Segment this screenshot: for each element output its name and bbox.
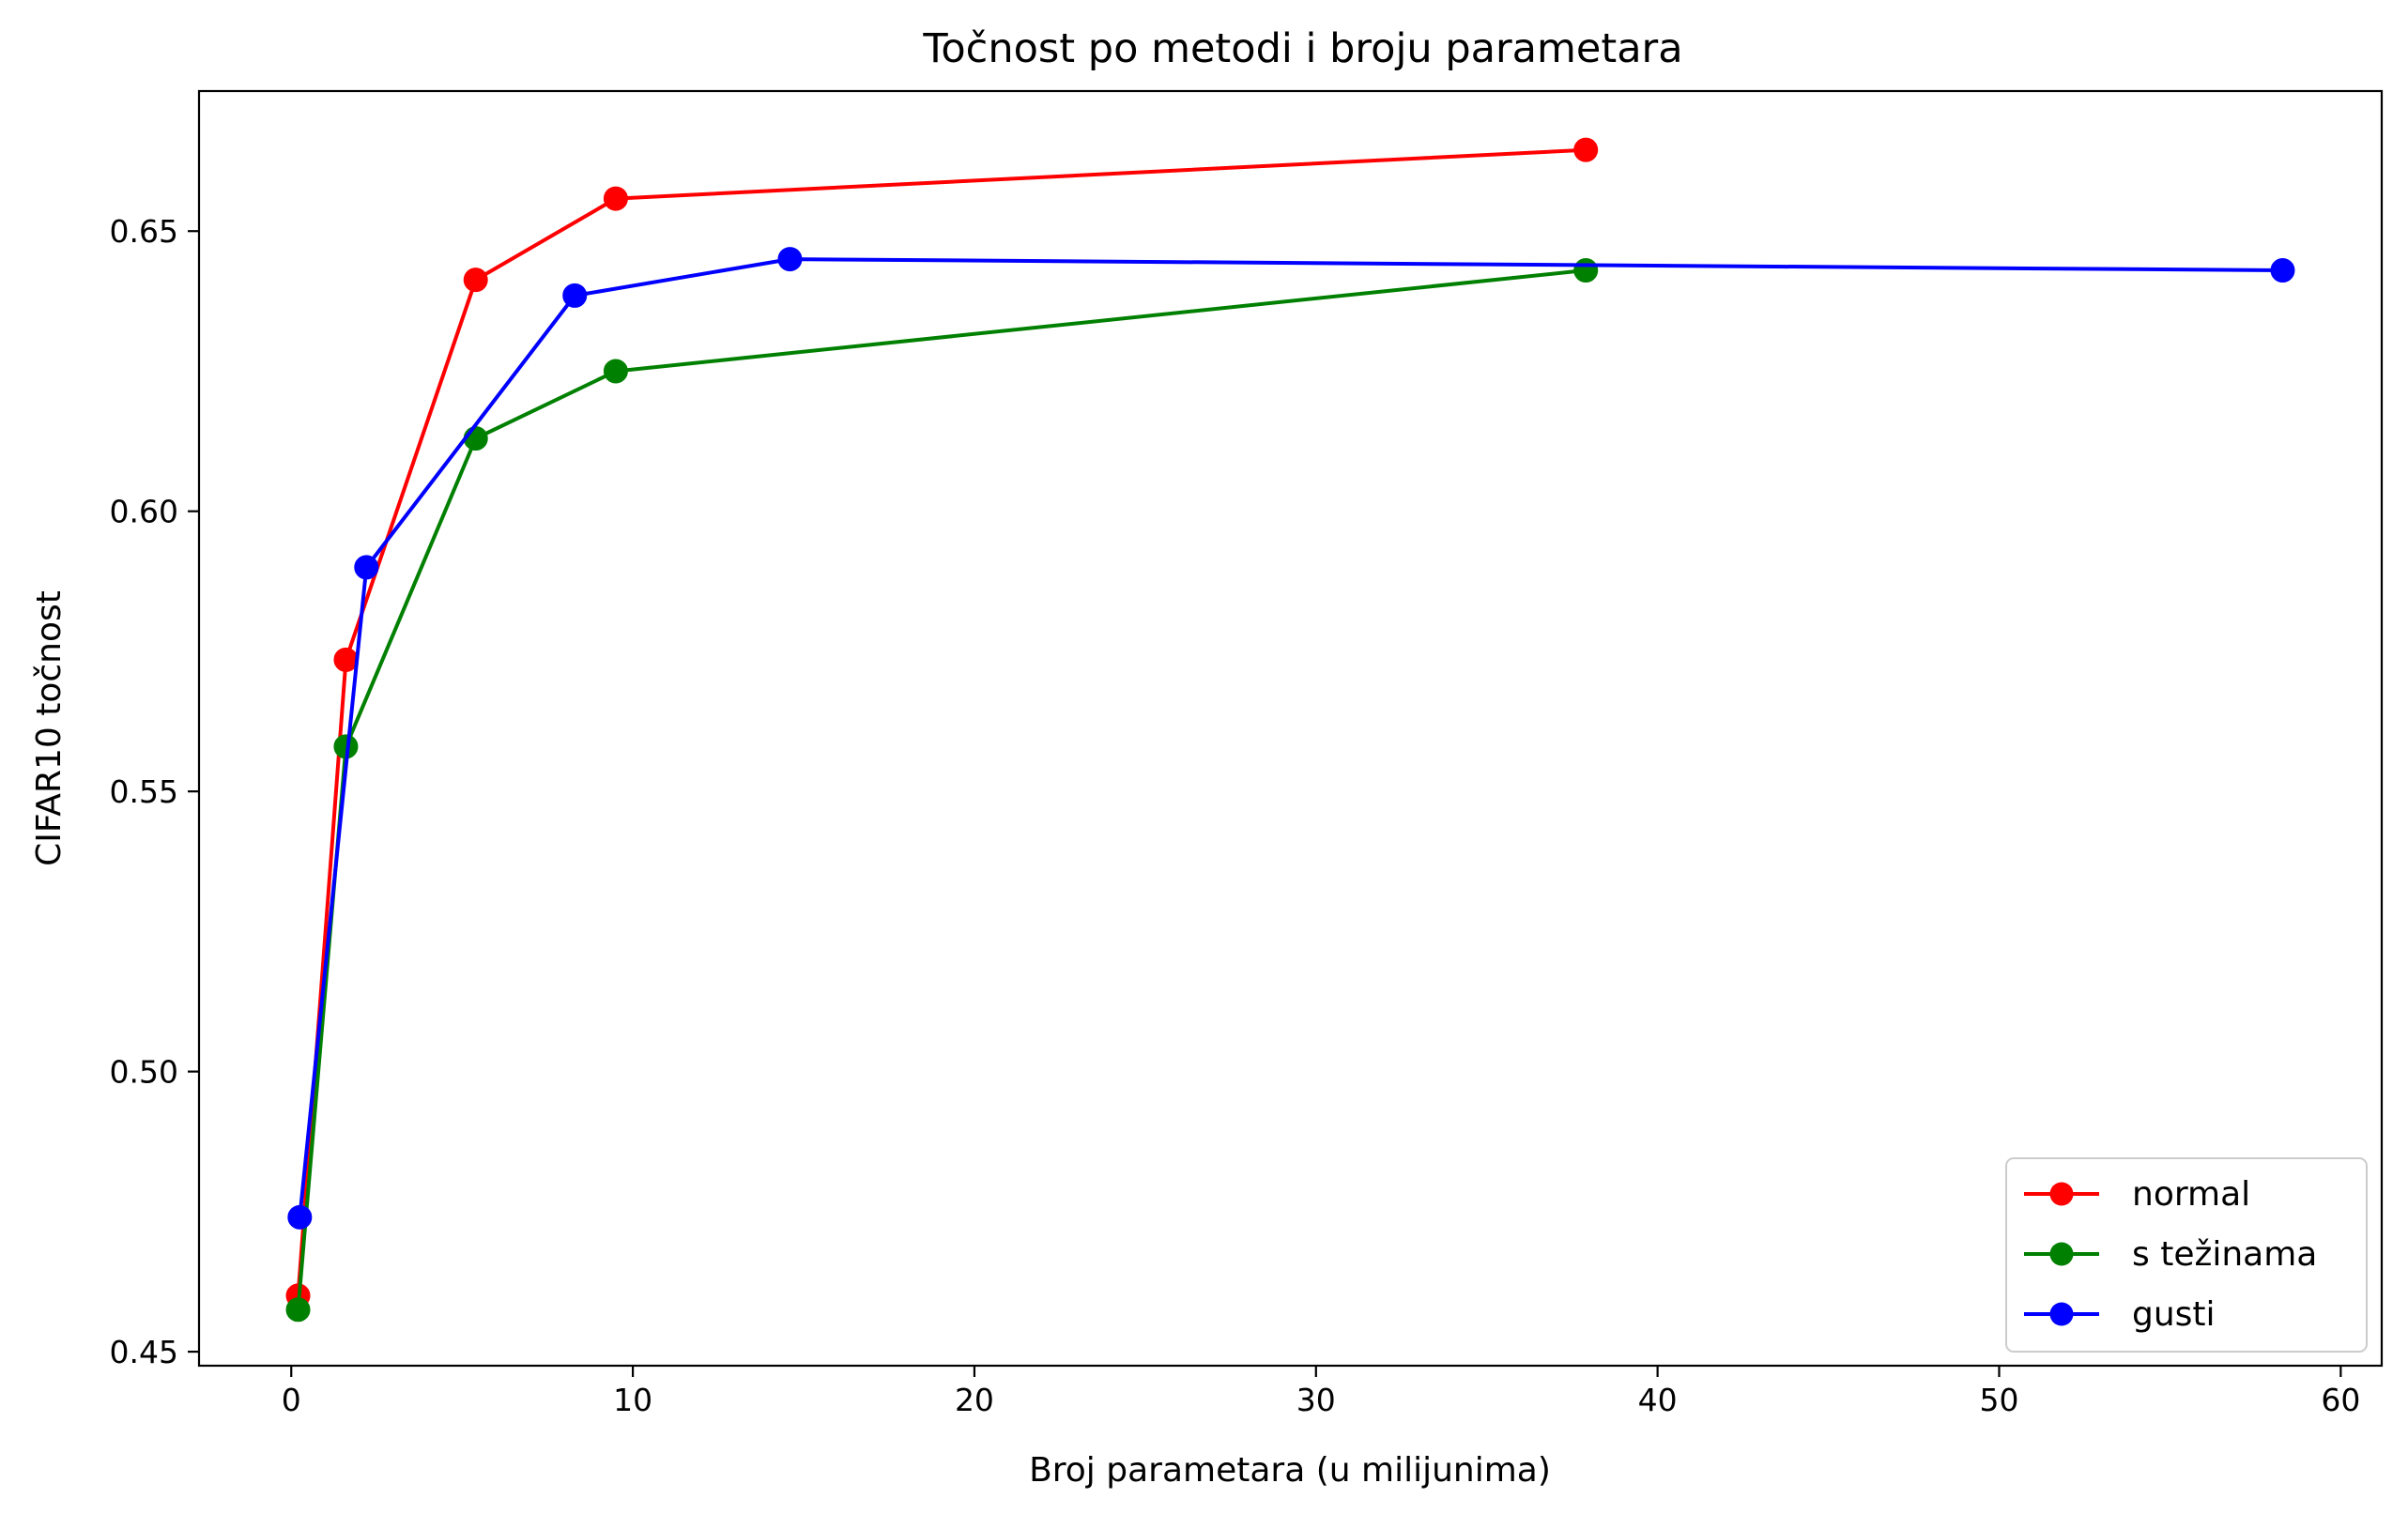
data-point: [333, 647, 359, 672]
data-point: [603, 186, 628, 211]
y-axis: 0.45 0.50 0.55 0.60 0.65: [110, 213, 199, 1370]
data-point: [603, 359, 628, 384]
legend-box: [2005, 1157, 2368, 1353]
x-tick-label: 50: [1979, 1382, 2018, 1418]
x-tick-label: 20: [955, 1382, 994, 1418]
y-tick-label: 0.55: [110, 773, 178, 810]
y-tick-label: 0.65: [110, 213, 178, 250]
data-point: [285, 1297, 311, 1323]
legend-label: normal: [2132, 1175, 2250, 1214]
legend-label: gusti: [2132, 1295, 2216, 1334]
data-point: [562, 283, 588, 308]
x-axis: 0 10 20 30 40 50 60: [282, 1366, 2360, 1418]
y-axis-title: CIFAR10 točnost: [30, 590, 69, 866]
y-tick-label: 0.45: [110, 1334, 178, 1370]
legend-marker: [2049, 1242, 2074, 1266]
legend-item: normal: [2024, 1175, 2250, 1214]
x-tick-label: 30: [1296, 1382, 1336, 1418]
series-0: [285, 137, 1599, 1308]
data-point: [1573, 258, 1599, 283]
series-2: [287, 247, 2295, 1230]
x-axis-title: Broj parametara (u milijunima): [1029, 1451, 1551, 1490]
data-point: [287, 1204, 313, 1230]
x-tick-label: 0: [282, 1382, 301, 1418]
data-point: [777, 247, 803, 272]
data-point: [354, 555, 379, 580]
legend-label: s težinama: [2132, 1235, 2317, 1274]
legend-marker: [2049, 1182, 2074, 1206]
legend-marker: [2049, 1302, 2074, 1326]
data-point: [2270, 258, 2295, 283]
x-tick-label: 10: [613, 1382, 652, 1418]
legend-item: s težinama: [2024, 1235, 2317, 1274]
y-tick-label: 0.60: [110, 494, 178, 530]
legend: normal s težinama gusti: [2005, 1157, 2368, 1353]
data-point: [463, 268, 488, 293]
x-tick-label: 40: [1638, 1382, 1678, 1418]
plot-frame: [197, 89, 2384, 1368]
chart-title: Točnost po metodi i broju parametara: [922, 25, 1682, 72]
y-tick-label: 0.50: [110, 1054, 178, 1091]
data-point: [1573, 137, 1599, 162]
legend-item: gusti: [2024, 1295, 2216, 1334]
x-tick-label: 60: [2321, 1382, 2360, 1418]
series-layer: [285, 137, 2295, 1323]
plot-area: [199, 91, 2382, 1366]
